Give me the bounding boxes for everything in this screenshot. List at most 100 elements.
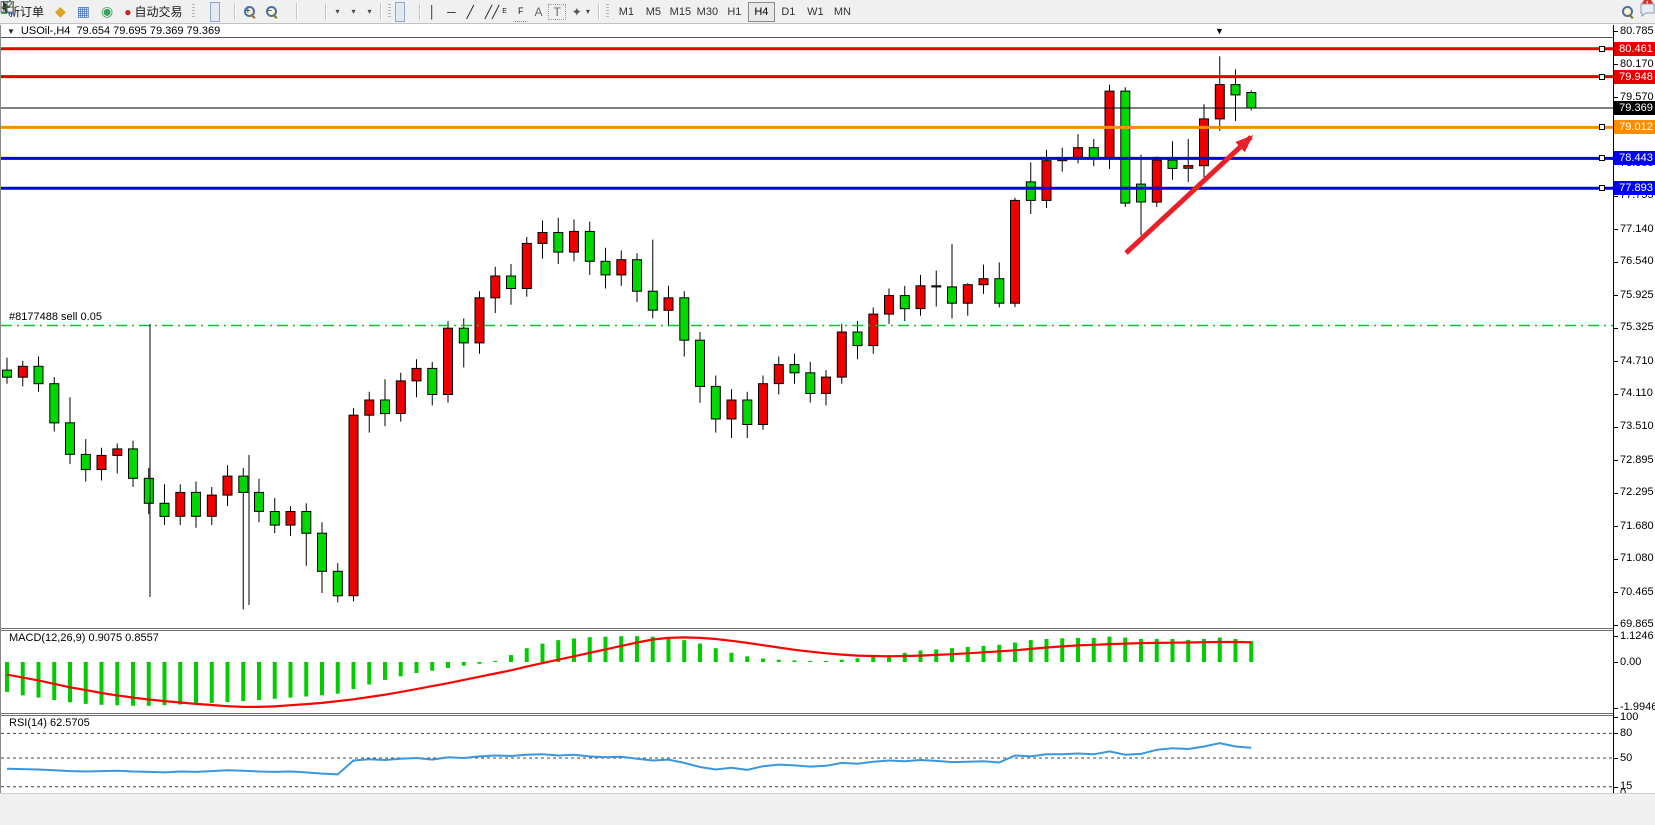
- rsi-tick-label: 100: [1620, 711, 1639, 723]
- toolbar-separator: [324, 3, 326, 20]
- price-tick-label: 70.465: [1620, 586, 1654, 598]
- collapse-icon[interactable]: ▼: [7, 26, 15, 36]
- hline-handle[interactable]: [1599, 46, 1605, 52]
- chart-symbol-title: USOil-,H4: [20, 25, 71, 37]
- price-tick-dash: [1613, 196, 1618, 197]
- price-tag-79.012[interactable]: 79.012: [1614, 120, 1655, 134]
- price-tick-dash: [1613, 31, 1618, 32]
- tile-windows-button[interactable]: [1, 1, 293, 22]
- plot-top-border: [1, 37, 1613, 38]
- bar-chart-button[interactable]: [2, 2, 209, 22]
- timeframe-D1[interactable]: D1: [775, 2, 802, 22]
- new-order-button[interactable]: 新订单: [3, 2, 49, 22]
- price-tick-label: 71.680: [1620, 520, 1654, 532]
- horizontal-line-tool-button[interactable]: ─: [442, 2, 461, 22]
- crosshair-tool-button[interactable]: [1, 1, 416, 22]
- macd-tick-dash: [1613, 708, 1618, 709]
- toolbar: 新订单 ◆ ▦ ◉ ● 自动交易 + –: [0, 0, 1655, 24]
- price-tick-dash: [1613, 328, 1618, 329]
- chart-shift-button[interactable]: [1, 2, 322, 22]
- timeframe-H1[interactable]: H1: [721, 2, 748, 22]
- text-label-tool-button[interactable]: T: [548, 3, 566, 20]
- text-tool-button[interactable]: A: [529, 2, 547, 22]
- timeframe-H4[interactable]: H4: [747, 1, 775, 22]
- crosshair-icon: [1, 1, 13, 13]
- timeframe-M5[interactable]: M5: [640, 2, 667, 22]
- price-tick-label: 74.710: [1620, 355, 1654, 367]
- price-tag-79.369: 79.369: [1614, 101, 1655, 115]
- fibonacci-tool-button[interactable]: F: [512, 2, 529, 22]
- line-chart-button[interactable]: [0, 2, 231, 22]
- zoom-in-button[interactable]: +: [239, 2, 260, 22]
- macd-tick-label: -1.9946: [1620, 701, 1655, 713]
- price-tag-78.443[interactable]: 78.443: [1614, 151, 1655, 165]
- price-tick-dash: [1613, 97, 1618, 98]
- periods-button[interactable]: ▾: [1, 1, 361, 22]
- price-tag-77.893[interactable]: 77.893: [1614, 181, 1655, 195]
- macd-label: MACD(12,26,9) 0.9075 0.8557: [9, 632, 159, 644]
- templates-button[interactable]: ▾: [0, 1, 377, 22]
- price-tag-80.461[interactable]: 80.461: [1614, 42, 1655, 56]
- chart-plot[interactable]: [1, 25, 1655, 818]
- market-watch-icon[interactable]: ◆: [55, 3, 66, 19]
- notifications-button[interactable]: 1: [1639, 0, 1655, 22]
- price-tick-label: 72.295: [1620, 486, 1654, 498]
- price-tick-label: 73.510: [1620, 420, 1654, 432]
- price-tick-dash: [1613, 592, 1618, 593]
- trendline-tool-button[interactable]: ╱: [462, 2, 479, 22]
- timeframe-M1[interactable]: M1: [613, 2, 640, 22]
- price-tick-label: 69.865: [1620, 618, 1654, 630]
- toolbar-separator: [379, 3, 381, 20]
- price-tick-dash: [1613, 559, 1618, 560]
- auto-scroll-button[interactable]: [1, 2, 311, 22]
- chart-region[interactable]: MACD(12,26,9) 0.9075 0.8557 RSI(14) 62.5…: [0, 25, 1655, 818]
- price-tick-label: 72.895: [1620, 454, 1654, 466]
- trend-arrow: [1124, 134, 1254, 255]
- price-tick-dash: [1613, 394, 1618, 395]
- macd-tick-dash: [1613, 662, 1618, 663]
- channel-tool-button[interactable]: ╱╱ E: [480, 2, 512, 22]
- search-button[interactable]: [1617, 2, 1638, 22]
- price-tick-label: 80.170: [1620, 58, 1654, 70]
- price-tick-dash: [1613, 427, 1618, 428]
- timeframe-W1[interactable]: W1: [802, 2, 829, 22]
- macd-tick-label: 1.1246: [1620, 630, 1654, 642]
- macd-signal-line: [6, 636, 1252, 709]
- timeframe-group: M1 M5 M15 M30 H1 H4 D1 W1 MN: [613, 1, 856, 22]
- zoom-out-button[interactable]: –: [261, 2, 282, 22]
- autotrading-status-icon: ●: [124, 4, 132, 19]
- rsi-tick-dash: [1613, 733, 1618, 734]
- autotrading-button[interactable]: ● 自动交易: [119, 2, 187, 22]
- rsi-tick-label: 50: [1620, 752, 1633, 764]
- rsi-tick-dash: [1613, 787, 1618, 788]
- rsi-tick-label: 15: [1620, 780, 1633, 792]
- candlestick-chart-button[interactable]: [1, 0, 220, 22]
- rsi-tick-dash: [1613, 758, 1618, 759]
- price-tick-label: 80.785: [1620, 25, 1654, 37]
- navigator-icon[interactable]: ◉: [101, 3, 114, 19]
- timeframe-M15[interactable]: M15: [667, 2, 694, 22]
- hline-handle[interactable]: [1599, 155, 1605, 161]
- arrows-tool-button[interactable]: ✦ ▾: [567, 2, 595, 22]
- hline-handle[interactable]: [1599, 124, 1605, 130]
- timeframe-MN[interactable]: MN: [829, 2, 856, 22]
- indicators-button[interactable]: ▾: [0, 1, 345, 22]
- order-line-label[interactable]: #8177488 sell 0.05: [9, 311, 102, 323]
- timeframe-M30[interactable]: M30: [694, 2, 721, 22]
- data-window-icon[interactable]: ▦: [76, 3, 91, 19]
- rsi-label: RSI(14) 62.5705: [9, 717, 90, 729]
- price-tick-label: 77.140: [1620, 223, 1654, 235]
- toolbar-grip: [605, 4, 609, 19]
- chart-shift-marker-icon[interactable]: ▼: [1215, 26, 1224, 36]
- price-tick-label: 74.110: [1620, 387, 1653, 399]
- price-tag-79.948[interactable]: 79.948: [1614, 70, 1655, 84]
- hline-handle[interactable]: [1599, 74, 1605, 80]
- candles-series: [2, 56, 1257, 610]
- vertical-line-tool-button[interactable]: │: [424, 2, 442, 22]
- macd-pane-divider[interactable]: [1, 628, 1613, 631]
- price-tick-dash: [1613, 295, 1618, 296]
- hline-handle[interactable]: [1599, 185, 1605, 191]
- rsi-pane-divider[interactable]: [1, 713, 1613, 716]
- cursor-tool-button[interactable]: [3, 1, 405, 22]
